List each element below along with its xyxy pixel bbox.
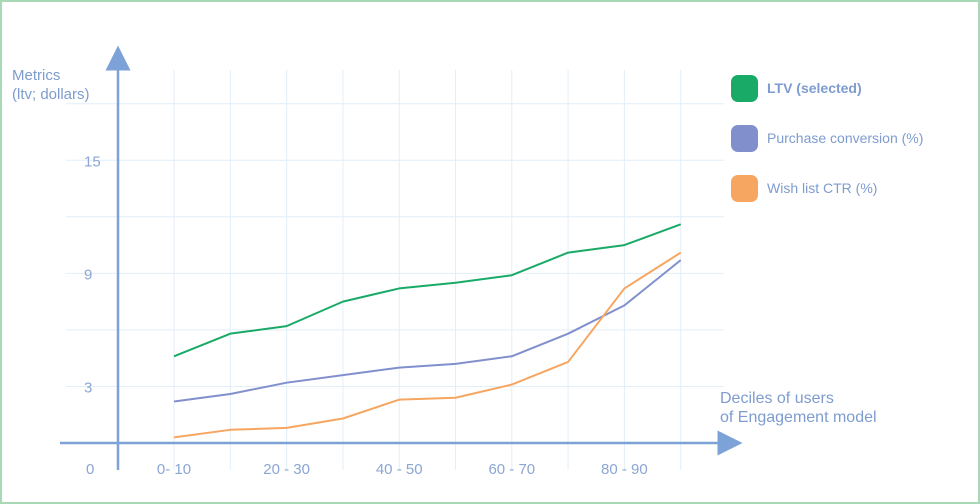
series-lines — [173, 223, 682, 439]
x-tick-label: 20 - 30 — [263, 461, 310, 478]
legend-item-ltv[interactable]: LTV (selected) — [731, 74, 923, 102]
series-line-2 — [173, 251, 682, 439]
legend-label-wish-list-ctr: Wish list CTR (%) — [767, 180, 878, 196]
series-line-0 — [173, 223, 682, 358]
y-tick-label: 15 — [84, 153, 101, 170]
y-tick-label: 3 — [84, 379, 92, 396]
legend-swatch-wish-list-ctr — [731, 174, 758, 202]
legend-swatch-ltv — [731, 74, 758, 102]
legend-item-wish-list-ctr[interactable]: Wish list CTR (%) — [731, 174, 923, 202]
x-axis-label-line-1: Deciles of users — [720, 390, 834, 407]
y-axis-label-line-1: Metrics — [12, 67, 61, 84]
tick-labels: 0 3 9 15 0- 10 20 - 30 40 - 50 60 - 70 80 - 90 — [84, 153, 648, 478]
series-line-1 — [173, 259, 682, 403]
legend-swatch-purchase-conversion — [731, 124, 758, 152]
y-axis-label: Metrics (ltv; dollars) — [12, 66, 90, 104]
grid — [66, 70, 724, 470]
legend: LTV (selected) Purchase conversion (%) W… — [731, 74, 923, 224]
y-tick-label: 0 — [86, 461, 94, 478]
y-axis-label-line-2: (ltv; dollars) — [12, 86, 90, 103]
x-tick-label: 60 - 70 — [488, 461, 535, 478]
legend-label-purchase-conversion: Purchase conversion (%) — [767, 130, 924, 146]
x-axis-label: Deciles of users of Engagement model — [720, 389, 877, 427]
x-tick-label: 0- 10 — [157, 461, 191, 478]
x-tick-label: 40 - 50 — [376, 461, 423, 478]
x-tick-label: 80 - 90 — [601, 461, 648, 478]
legend-item-purchase-conversion[interactable]: Purchase conversion (%) — [731, 124, 923, 152]
x-axis-label-line-2: of Engagement model — [720, 409, 877, 426]
axes — [60, 45, 743, 470]
y-tick-label: 9 — [84, 266, 92, 283]
legend-label-ltv: LTV (selected) — [767, 80, 862, 96]
